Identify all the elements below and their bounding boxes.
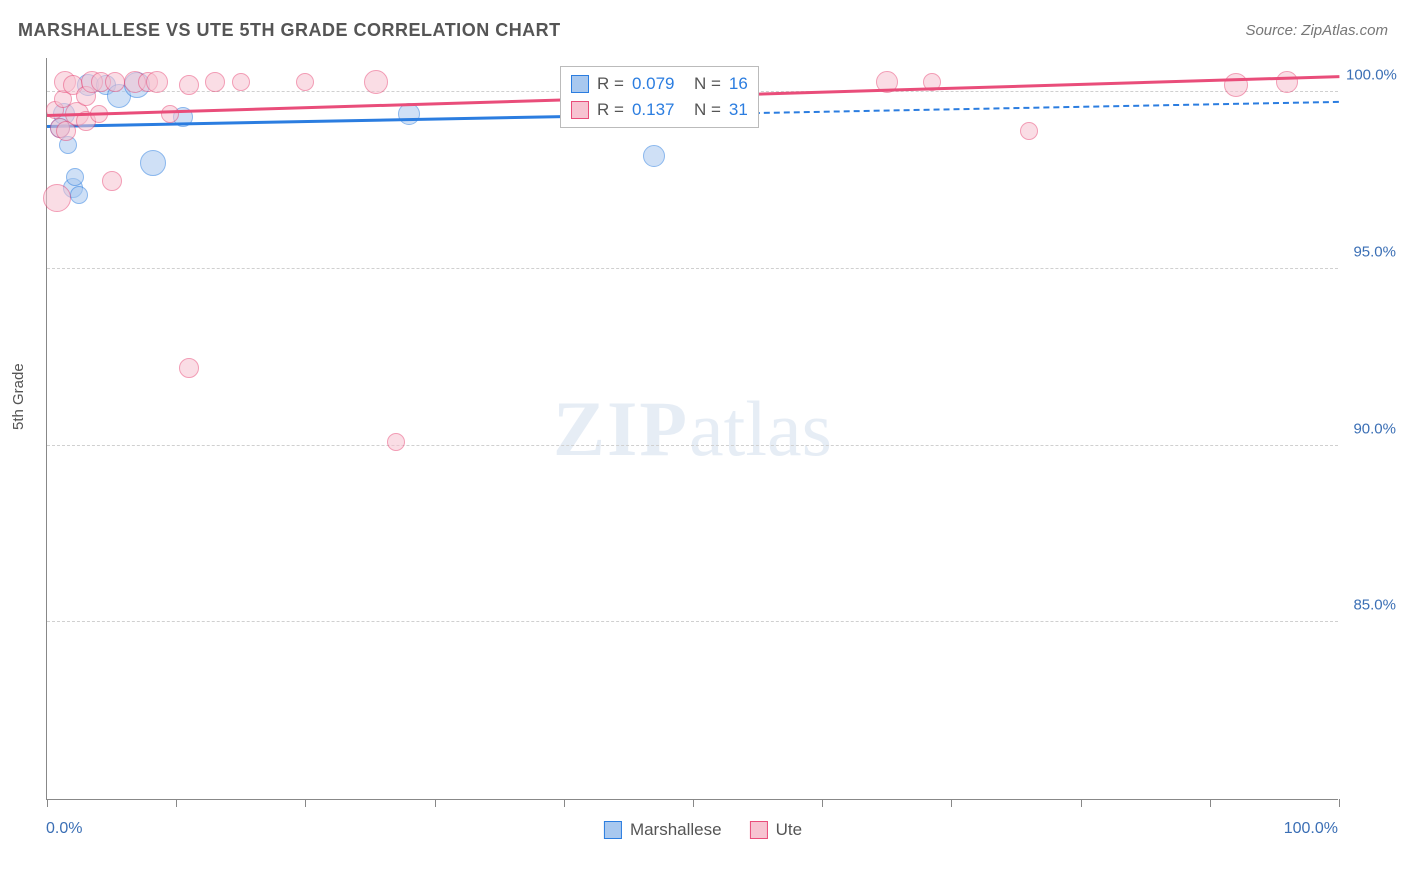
x-axis-max-label: 100.0% [1284,820,1338,838]
data-point [205,72,225,92]
x-tick [176,799,177,807]
x-axis-min-label: 0.0% [46,820,82,838]
legend-row: R =0.079N =16 [571,71,748,97]
gridline [47,445,1338,446]
swatch-icon [571,101,589,119]
y-axis-title: 5th Grade [10,363,27,430]
x-tick [47,799,48,807]
y-tick-label: 85.0% [1346,597,1396,614]
x-tick [1339,799,1340,807]
data-point [140,150,166,176]
data-point [643,145,665,167]
legend-item-ute: Ute [750,820,802,840]
data-point [1224,73,1248,97]
x-tick [1210,799,1211,807]
data-point [43,184,71,212]
swatch-icon [604,821,622,839]
data-point [161,105,179,123]
data-point [232,73,250,91]
legend-row: R =0.137N =31 [571,97,748,123]
x-tick [1081,799,1082,807]
data-point [179,358,199,378]
swatch-icon [571,75,589,93]
chart-title: MARSHALLESE VS UTE 5TH GRADE CORRELATION… [18,20,561,41]
x-tick [822,799,823,807]
data-point [105,72,125,92]
y-tick-label: 100.0% [1346,67,1396,84]
data-point [146,71,168,93]
x-tick [305,799,306,807]
data-point [70,186,88,204]
data-point [296,73,314,91]
y-tick-label: 90.0% [1346,420,1396,437]
data-point [387,433,405,451]
data-point [179,75,199,95]
data-point [66,168,84,186]
gridline [47,621,1338,622]
source-label: Source: ZipAtlas.com [1245,22,1388,39]
x-tick [435,799,436,807]
legend-stats: R =0.079N =16R =0.137N =31 [560,66,759,128]
x-tick [564,799,565,807]
data-point [364,70,388,94]
data-point [1020,122,1038,140]
x-tick [693,799,694,807]
data-point [1276,71,1298,93]
legend-bottom: Marshallese Ute [604,820,802,840]
watermark: ZIPatlas [553,384,832,474]
plot-area: ZIPatlas 100.0%95.0%90.0%85.0% [46,58,1338,800]
y-tick-label: 95.0% [1346,244,1396,261]
gridline [47,268,1338,269]
legend-item-marshallese: Marshallese [604,820,722,840]
swatch-icon [750,821,768,839]
x-tick [951,799,952,807]
title-bar: MARSHALLESE VS UTE 5TH GRADE CORRELATION… [18,20,1388,41]
data-point [102,171,122,191]
